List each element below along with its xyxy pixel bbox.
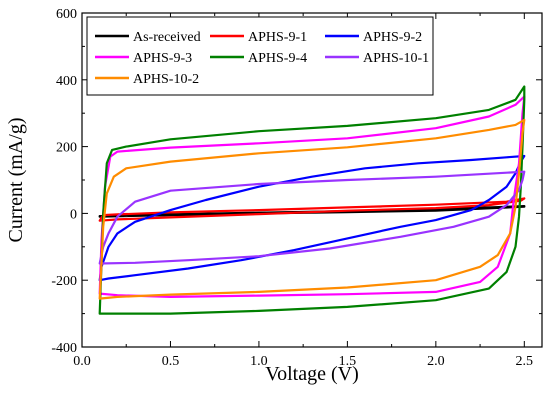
legend-label-aphs-9-4: APHS-9-4 bbox=[248, 51, 307, 66]
x-tick-label: 2.0 bbox=[427, 354, 445, 369]
legend-label-aphs-10-1: APHS-10-1 bbox=[363, 51, 429, 66]
tick-labels-layer: 0.0 0.5 1.0 1.5 2.0 2.5 -400 -200 0 200 400 600 bbox=[51, 7, 533, 369]
legend-label-aphs-9-2: APHS-9-2 bbox=[363, 30, 422, 45]
x-tick-label: 1.0 bbox=[250, 354, 268, 369]
y-axis-label: Current (mA/g) bbox=[5, 118, 27, 243]
y-tick-label: 0 bbox=[70, 207, 77, 222]
x-tick-label: 2.5 bbox=[516, 354, 534, 369]
series-line-aphs-9-4 bbox=[98, 85, 526, 315]
ticks-layer bbox=[81, 12, 542, 348]
y-tick-label: 200 bbox=[56, 141, 77, 156]
y-tick-label: -400 bbox=[51, 341, 77, 356]
series-line-aphs-10-2 bbox=[98, 118, 526, 300]
curves-layer bbox=[98, 85, 526, 315]
legend-box bbox=[86, 16, 434, 96]
legend-label-aphs-9-3: APHS-9-3 bbox=[133, 51, 192, 66]
y-tick-label: 600 bbox=[56, 7, 77, 22]
y-tick-label: -200 bbox=[51, 274, 77, 289]
legend-label-as-received: As-received bbox=[133, 30, 201, 45]
legend-label-aphs-10-2: APHS-10-2 bbox=[133, 72, 199, 87]
series-line-as-received bbox=[98, 205, 526, 218]
x-tick-label: 0.5 bbox=[162, 354, 180, 369]
legend-label-aphs-9-1: APHS-9-1 bbox=[248, 30, 307, 45]
x-axis-label: Voltage (V) bbox=[265, 363, 359, 385]
x-tick-label: 0.0 bbox=[73, 354, 91, 369]
series-line-aphs-10-1 bbox=[98, 170, 526, 265]
series-line-aphs-9-1 bbox=[98, 197, 526, 222]
legend: As-received APHS-9-1 APHS-9-2 APHS-9-3 APHS-… bbox=[86, 16, 434, 96]
y-tick-label: 400 bbox=[56, 74, 77, 89]
x-tick-label: 1.5 bbox=[339, 354, 357, 369]
